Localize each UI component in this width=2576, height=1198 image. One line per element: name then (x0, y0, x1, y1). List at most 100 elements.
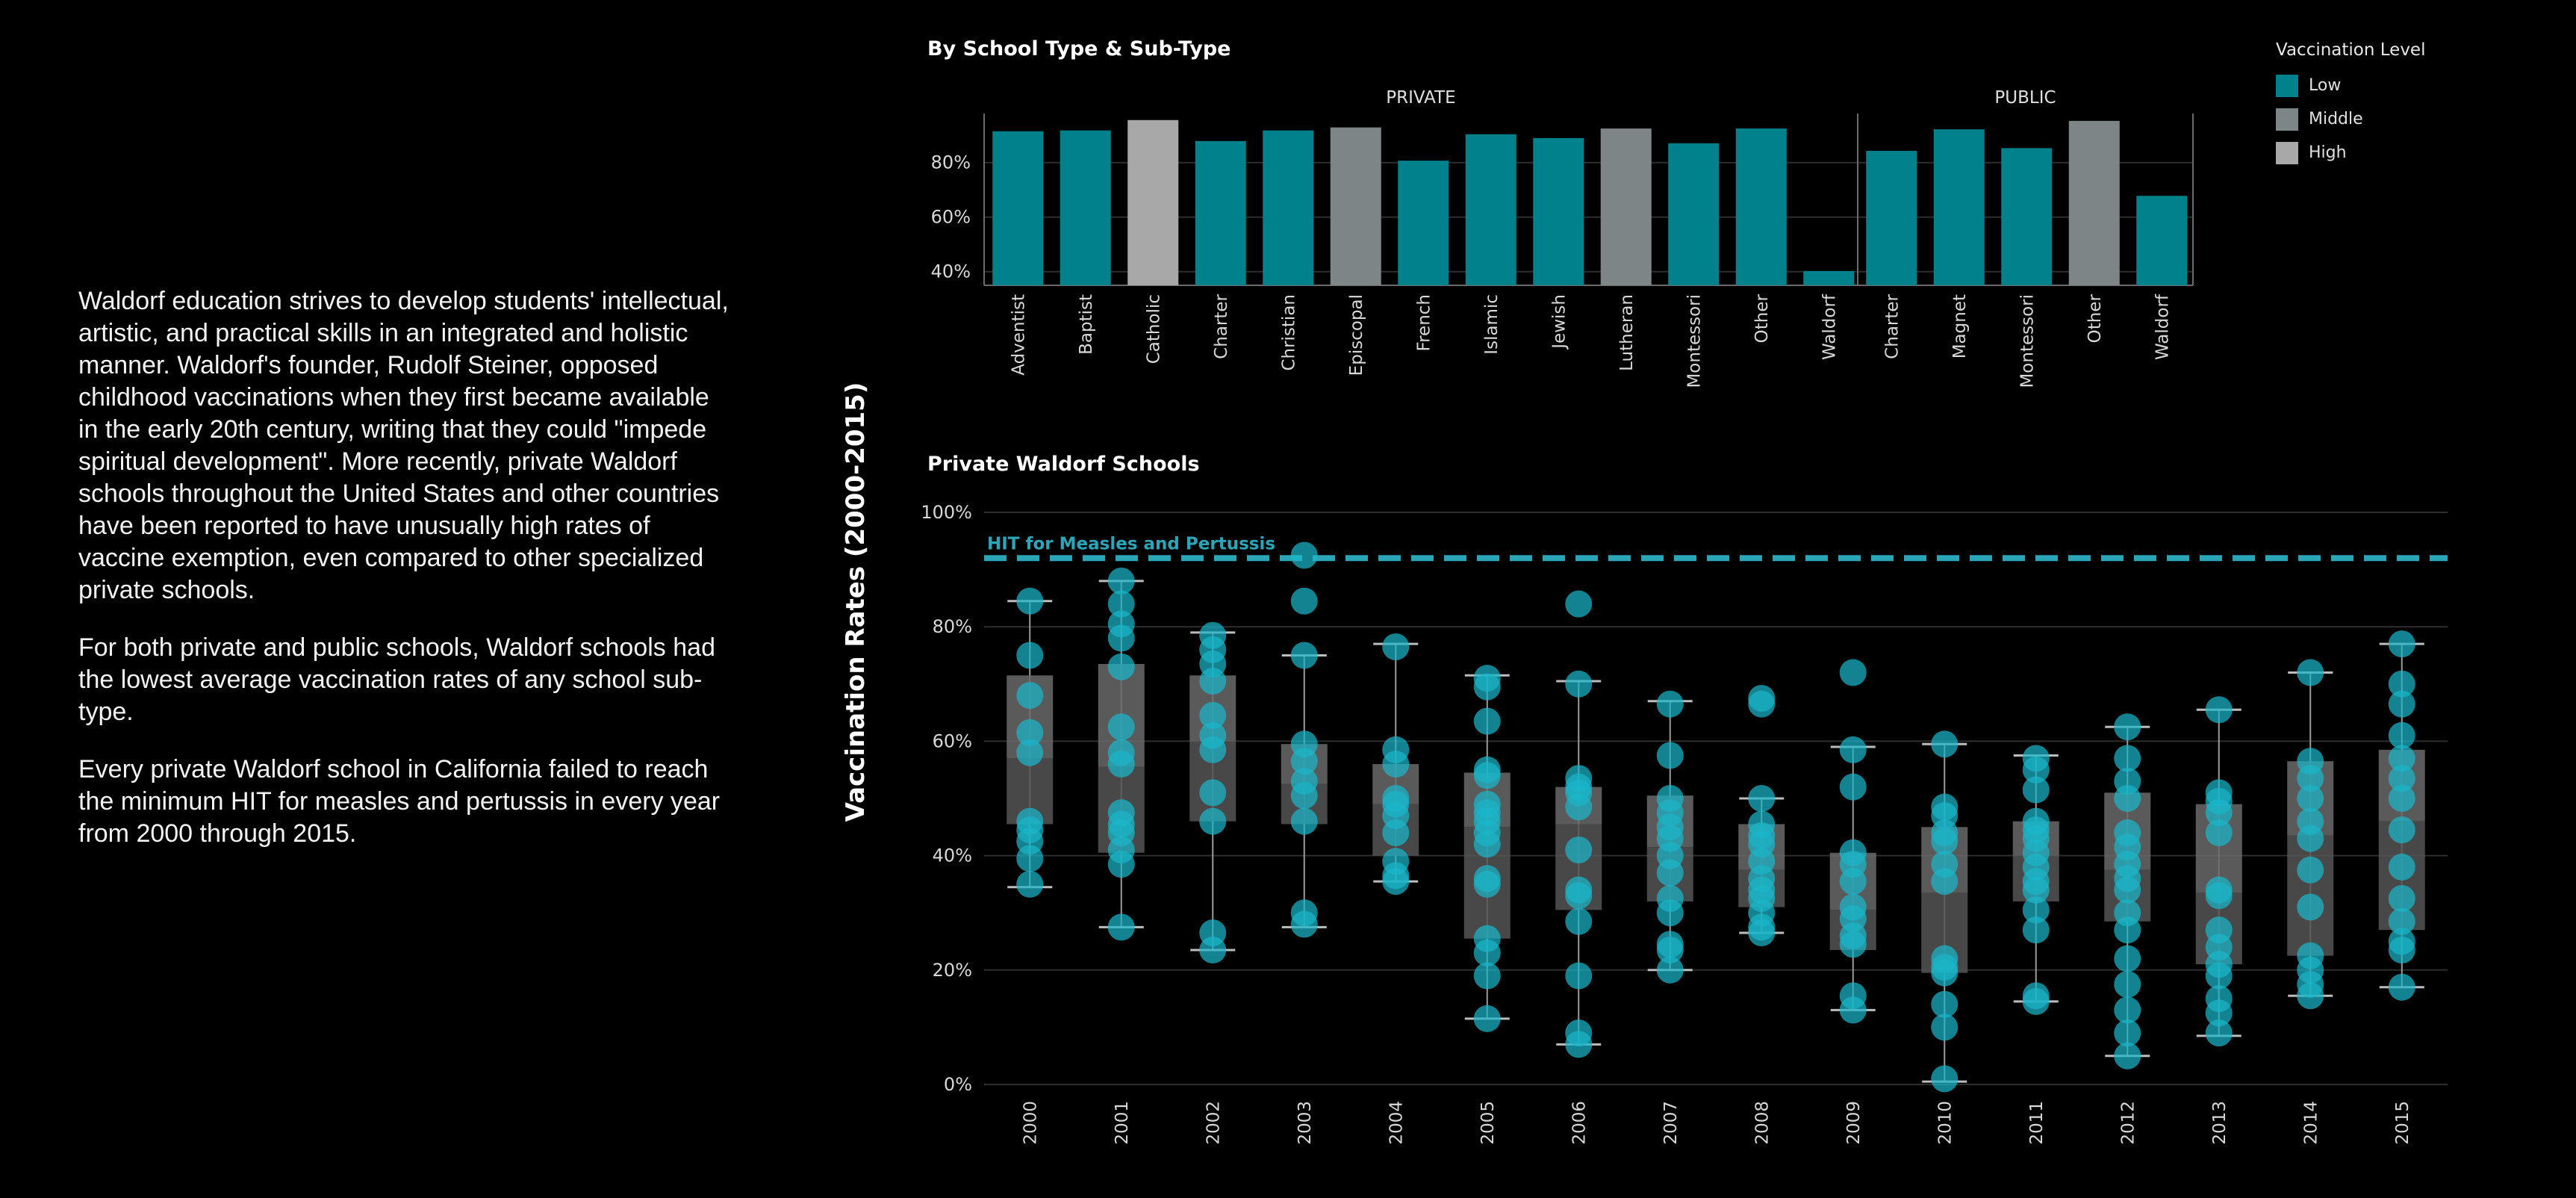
school-point (2297, 659, 2324, 686)
bar-y-tick-label: 40% (931, 261, 971, 282)
school-point (2205, 962, 2233, 990)
school-point (2205, 799, 2233, 827)
school-point (1656, 956, 1684, 984)
year-label: 2008 (1752, 1101, 1772, 1145)
school-point (1016, 739, 1044, 766)
school-point (1656, 936, 1684, 963)
school-point (1107, 851, 1135, 878)
year-label: 2006 (1569, 1101, 1589, 1145)
legend-label-high: High (2309, 143, 2347, 162)
school-point (2205, 819, 2233, 846)
school-point (1931, 1014, 1959, 1041)
school-point (1290, 642, 1318, 669)
school-point (1931, 1065, 1959, 1093)
school-point (1290, 748, 1318, 775)
school-point (2297, 893, 2324, 921)
bar-private-episcopal (1330, 127, 1381, 285)
bar-category-label: Other (1752, 294, 1772, 343)
school-point (1107, 913, 1135, 941)
school-point (2114, 713, 2141, 741)
bar-private-lutheran (1600, 128, 1652, 285)
school-point (2297, 825, 2324, 852)
bar-public-other (2068, 120, 2120, 285)
bar-private-other (1735, 128, 1787, 285)
school-point (1107, 653, 1135, 680)
bar-category-label: Catholic (1144, 294, 1163, 364)
school-point (1931, 868, 1959, 896)
school-point (1565, 590, 1593, 618)
school-point (1473, 707, 1501, 735)
box-y-tick-label: 100% (921, 502, 972, 523)
year-label: 2013 (2210, 1101, 2230, 1145)
legend-item-middle[interactable]: Middle (2276, 102, 2425, 136)
legend-swatch-middle (2276, 108, 2298, 131)
bar-category-label: Waldorf (1820, 294, 1839, 360)
panel-header-public: PUBLIC (1994, 88, 2056, 108)
school-point (1382, 633, 1410, 661)
year-label: 2001 (1113, 1101, 1132, 1145)
year-label: 2012 (2118, 1101, 2138, 1145)
narrative-paragraph-1: Waldorf education strives to develop stu… (78, 287, 729, 604)
school-point (1839, 773, 1867, 801)
narrative-text: Waldorf education strives to develop stu… (78, 285, 735, 875)
year-label: 2011 (2027, 1101, 2047, 1145)
school-point (1016, 845, 1044, 872)
legend-item-low[interactable]: Low (2276, 69, 2425, 102)
school-point (2114, 785, 2141, 812)
school-point (2388, 630, 2415, 658)
school-point (1290, 782, 1318, 810)
school-point (1748, 919, 1776, 947)
bar-public-magnet (1933, 129, 1985, 285)
bar-public-charter (1866, 151, 1917, 285)
school-point (1839, 659, 1867, 686)
school-point (1931, 730, 1959, 758)
school-point (1656, 742, 1684, 769)
school-point (2388, 670, 2415, 698)
bar-category-label: Jewish (1549, 294, 1569, 350)
school-point (2388, 765, 2415, 792)
school-point (2388, 721, 2415, 749)
bar-y-tick-label: 80% (931, 152, 971, 173)
bar-category-label: Montessori (2017, 294, 2037, 388)
legend-swatch-low (2276, 74, 2298, 97)
bar-private-french (1398, 161, 1449, 285)
school-point (1473, 962, 1501, 990)
box-y-tick-label: 20% (933, 960, 972, 981)
school-point (1839, 868, 1867, 896)
bar-private-baptist (1060, 130, 1111, 285)
school-point (2022, 987, 2050, 1015)
school-point (2114, 745, 2141, 772)
bar-public-montessori (2001, 148, 2053, 285)
school-point (1016, 587, 1044, 615)
school-point (2114, 970, 2141, 998)
bar-category-label: French (1414, 294, 1434, 351)
school-point (1107, 751, 1135, 778)
school-point (1199, 807, 1227, 835)
hit-reference-label: HIT for Measles and Pertussis (987, 534, 1275, 553)
school-point (2022, 916, 2050, 944)
school-point (2297, 982, 2324, 1010)
bar-category-label: Waldorf (2153, 294, 2172, 360)
bar-category-label: Baptist (1077, 294, 1096, 355)
school-point (1382, 819, 1410, 846)
school-point (2388, 745, 2415, 772)
school-point (1199, 779, 1227, 807)
school-point (1565, 793, 1593, 821)
school-point (2388, 885, 2415, 913)
school-point (1382, 751, 1410, 778)
bar-private-waldorf (1803, 271, 1855, 285)
bar-private-montessori (1668, 143, 1720, 285)
school-point (2388, 973, 2415, 1001)
legend-label-low: Low (2309, 76, 2342, 95)
school-point (2114, 876, 2141, 904)
school-point (1473, 1005, 1501, 1032)
school-point (1656, 859, 1684, 887)
school-point (2388, 907, 2415, 935)
school-point (2205, 999, 2233, 1027)
legend-item-high[interactable]: High (2276, 136, 2425, 170)
school-point (1290, 587, 1318, 615)
school-point (1565, 670, 1593, 698)
bar-category-label: Magnet (1950, 294, 1970, 359)
bar-private-christian (1263, 130, 1314, 285)
school-point (1473, 762, 1501, 789)
